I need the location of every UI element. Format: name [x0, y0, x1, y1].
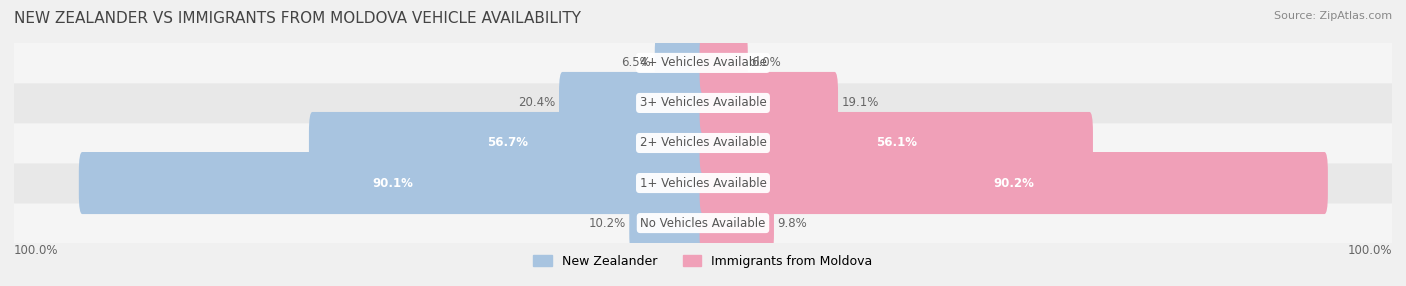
FancyBboxPatch shape [14, 163, 1392, 203]
Text: 56.1%: 56.1% [876, 136, 917, 150]
FancyBboxPatch shape [655, 32, 706, 94]
FancyBboxPatch shape [700, 72, 838, 134]
Text: No Vehicles Available: No Vehicles Available [640, 217, 766, 230]
Text: 90.2%: 90.2% [993, 176, 1035, 190]
FancyBboxPatch shape [700, 32, 748, 94]
Text: 6.0%: 6.0% [751, 56, 780, 69]
FancyBboxPatch shape [14, 123, 1392, 163]
Text: 4+ Vehicles Available: 4+ Vehicles Available [640, 56, 766, 69]
Text: 2+ Vehicles Available: 2+ Vehicles Available [640, 136, 766, 150]
Text: 19.1%: 19.1% [841, 96, 879, 110]
Text: 100.0%: 100.0% [1347, 244, 1392, 257]
Text: 100.0%: 100.0% [14, 244, 59, 257]
FancyBboxPatch shape [309, 112, 706, 174]
Text: 9.8%: 9.8% [778, 217, 807, 230]
Text: 6.5%: 6.5% [621, 56, 651, 69]
Legend: New Zealander, Immigrants from Moldova: New Zealander, Immigrants from Moldova [529, 250, 877, 273]
Text: 90.1%: 90.1% [373, 176, 413, 190]
FancyBboxPatch shape [700, 112, 1092, 174]
Text: 3+ Vehicles Available: 3+ Vehicles Available [640, 96, 766, 110]
Text: 1+ Vehicles Available: 1+ Vehicles Available [640, 176, 766, 190]
FancyBboxPatch shape [79, 152, 706, 214]
Text: Source: ZipAtlas.com: Source: ZipAtlas.com [1274, 11, 1392, 21]
FancyBboxPatch shape [14, 203, 1392, 243]
FancyBboxPatch shape [700, 152, 1327, 214]
Text: 56.7%: 56.7% [488, 136, 529, 150]
FancyBboxPatch shape [14, 83, 1392, 123]
Text: NEW ZEALANDER VS IMMIGRANTS FROM MOLDOVA VEHICLE AVAILABILITY: NEW ZEALANDER VS IMMIGRANTS FROM MOLDOVA… [14, 11, 581, 26]
FancyBboxPatch shape [560, 72, 706, 134]
FancyBboxPatch shape [700, 192, 773, 254]
FancyBboxPatch shape [630, 192, 706, 254]
Text: 10.2%: 10.2% [589, 217, 626, 230]
FancyBboxPatch shape [14, 43, 1392, 83]
Text: 20.4%: 20.4% [519, 96, 555, 110]
